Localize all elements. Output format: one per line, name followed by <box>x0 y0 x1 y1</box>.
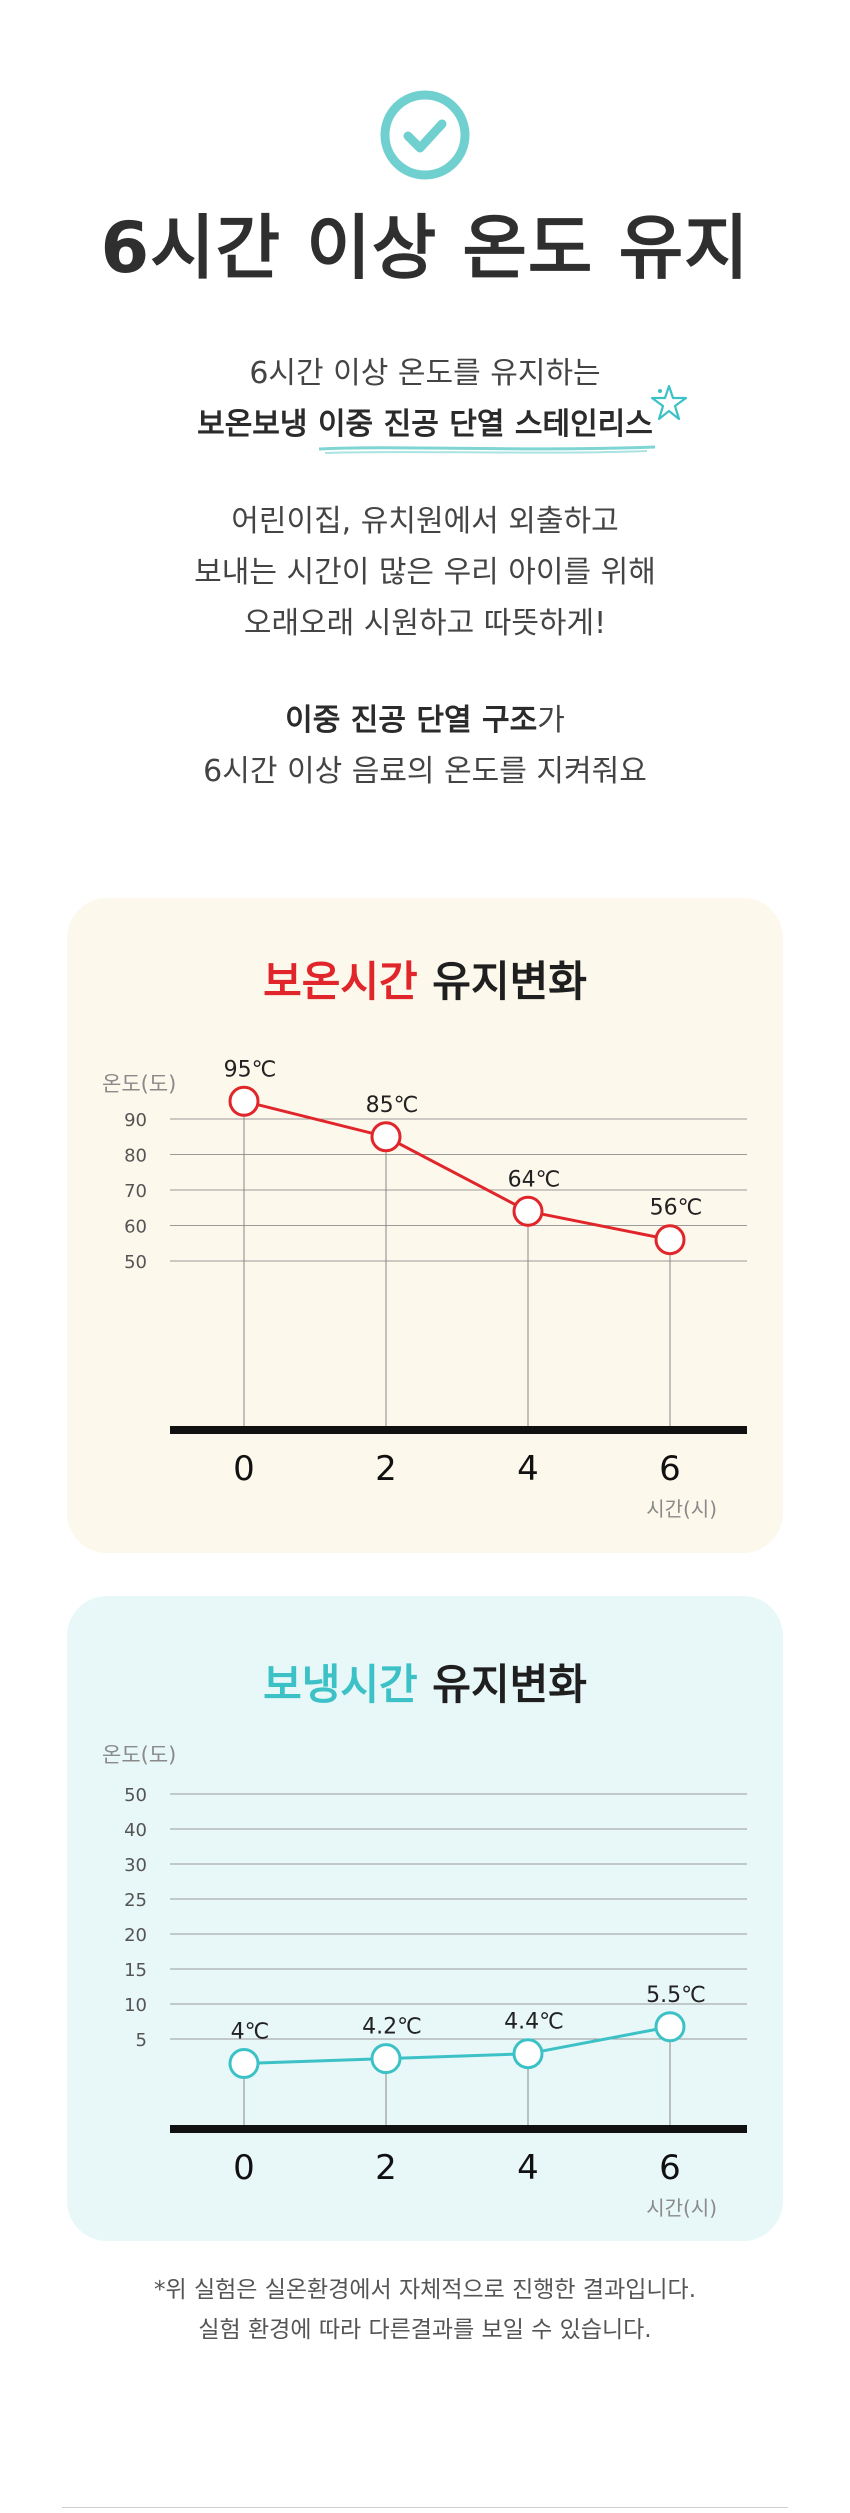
data-label: 5.5℃ <box>646 1983 706 2008</box>
x-tick-label: 4 <box>517 1449 539 1489</box>
data-point <box>512 2038 544 2070</box>
data-label: 4.2℃ <box>362 2015 422 2040</box>
data-label: 95℃ <box>224 1057 277 1082</box>
cold-retention-chart: 온도(도) 50 40 30 25 20 15 10 5 4℃ 4.2℃ 4.4℃ 5.5℃ 0 2 4 6 시간… <box>102 1743 747 2220</box>
x-tick-label: 4 <box>517 2148 539 2188</box>
y-axis-label: 온도(도) <box>102 1743 176 1767</box>
x-axis-label: 시간(시) <box>646 2196 717 2220</box>
star-doodle-icon <box>650 384 687 421</box>
heat-retention-chart: 온도(도) 90 80 70 60 50 95℃ 85℃ 64℃ 56℃ 0 2 4 6 시간(시) <box>102 1057 747 1521</box>
data-label: 85℃ <box>366 1093 419 1118</box>
cold-chart-title: 보냉시간 유지변화 <box>67 1651 783 1712</box>
intro-line-2: 보온보냉 이중 진공 단열 스테인리스 <box>197 407 653 442</box>
cold-title-highlight: 보냉시간 <box>263 1660 418 1709</box>
intro-highlight: 보온보냉 이중 진공 단열 스테인리스 <box>197 384 687 454</box>
intro-section: 6시간 이상 온도를 유지하는 보온보냉 이중 진공 단열 스테인리스 어린이집… <box>0 348 850 797</box>
footnote-line-2: 실험 환경에 따라 다른결과를 보일 수 있습니다. <box>198 2317 652 2343</box>
heat-title-highlight: 보온시간 <box>263 957 418 1006</box>
data-point <box>228 2048 260 2079</box>
data-point <box>228 1085 260 1117</box>
data-label: 64℃ <box>508 1167 561 1192</box>
series-line-segment <box>527 2025 671 2056</box>
series-line-segment <box>527 1209 671 1242</box>
y-tick-label: 20 <box>124 1925 147 1946</box>
data-label: 4℃ <box>231 2020 270 2045</box>
intro-paragraph-line: 6시간 이상 음료의 온도를 지켜줘요 <box>203 754 647 789</box>
structure-highlight: 이중 진공 단열 구조 <box>285 703 538 738</box>
y-tick-label: 90 <box>124 1110 147 1131</box>
series-line-segment <box>243 2057 387 2065</box>
x-tick-label: 6 <box>659 1449 681 1489</box>
intro-paragraph-line: 어린이집, 유치원에서 외출하고 <box>231 504 619 539</box>
y-tick-label: 60 <box>124 1217 147 1238</box>
heat-title-rest: 유지변화 <box>417 957 587 1006</box>
x-tick-label: 0 <box>233 2148 255 2188</box>
heat-chart-title: 보온시간 유지변화 <box>67 948 783 1009</box>
intro-paragraph-line: 보내는 시간이 많은 우리 아이를 위해 <box>194 555 656 590</box>
y-tick-label: 5 <box>136 2030 147 2051</box>
data-label: 4.4℃ <box>504 2010 564 2035</box>
y-tick-label: 70 <box>124 1181 147 1202</box>
y-tick-label: 25 <box>124 1890 147 1911</box>
series-line-segment <box>243 1099 387 1139</box>
data-point <box>654 1224 686 1256</box>
page-title: 6시간 이상 온도 유지 <box>100 207 750 289</box>
footnote-line-1: *위 실험은 실온환경에서 자체적으로 진행한 결과입니다. <box>153 2277 697 2303</box>
data-point <box>370 1121 402 1153</box>
x-tick-label: 2 <box>375 1449 397 1489</box>
brush-underline-decoration <box>319 445 656 454</box>
y-tick-label: 30 <box>124 1855 147 1876</box>
data-label: 56℃ <box>650 1196 703 1221</box>
y-tick-label: 40 <box>124 1820 147 1841</box>
y-tick-label: 50 <box>124 1785 147 1806</box>
structure-suffix: 가 <box>537 703 565 738</box>
y-axis-label: 온도(도) <box>102 1072 176 1096</box>
data-point <box>370 2043 402 2075</box>
intro-line-1: 6시간 이상 온도를 유지하는 <box>249 356 601 391</box>
intro-paragraph-line: 오래오래 시원하고 따뜻하게! <box>243 606 607 641</box>
cold-retention-card: 보냉시간 유지변화 온도(도) 50 40 30 25 20 15 10 5 4℃ 4.2℃ 4.4℃… <box>67 1596 783 2241</box>
footnote: *위 실험은 실온환경에서 자체적으로 진행한 결과입니다. 실험 환경에 따라… <box>0 2270 850 2350</box>
x-tick-label: 6 <box>659 2148 681 2188</box>
y-tick-label: 80 <box>124 1146 147 1167</box>
x-axis-label: 시간(시) <box>646 1497 717 1521</box>
x-tick-label: 0 <box>233 1449 255 1489</box>
y-tick-label: 10 <box>124 1995 147 2016</box>
data-point <box>512 1195 544 1227</box>
heat-retention-card: 보온시간 유지변화 온도(도) 90 80 70 60 50 95℃ 85℃ 64℃ 56℃ 0 2 4… <box>67 898 783 1553</box>
check-circle-icon <box>378 88 472 182</box>
series-line-segment <box>385 1135 529 1213</box>
data-point <box>654 2011 686 2043</box>
bottom-divider <box>62 2507 788 2508</box>
x-tick-label: 2 <box>375 2148 397 2188</box>
cold-title-rest: 유지변화 <box>417 1660 587 1709</box>
y-tick-label: 15 <box>124 1960 147 1981</box>
series-line-segment <box>385 2052 529 2061</box>
y-tick-label: 50 <box>124 1252 147 1273</box>
